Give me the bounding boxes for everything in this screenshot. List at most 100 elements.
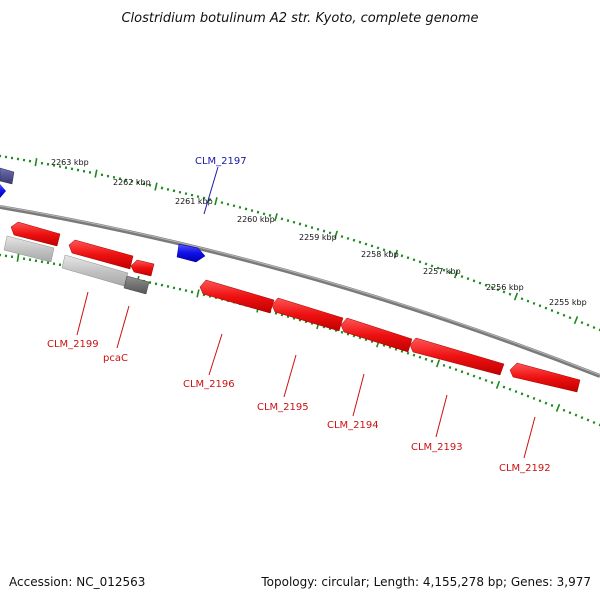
outer-tick-track	[0, 154, 600, 332]
gene-CLM_2192[interactable]	[509, 362, 581, 393]
minor-tick	[520, 392, 524, 396]
gene-red[interactable]	[10, 221, 61, 247]
minor-tick	[310, 226, 314, 229]
map-title: Clostridium botulinum A2 str. Kyoto, com…	[121, 11, 478, 26]
minor-tick	[526, 394, 530, 398]
major-tick	[274, 213, 278, 222]
minor-tick	[574, 413, 578, 417]
gene-grey[interactable]	[3, 235, 55, 263]
minor-tick	[406, 351, 410, 355]
minor-tick	[244, 207, 248, 211]
gene-CLM_2196[interactable]	[199, 279, 275, 314]
minor-tick	[430, 359, 434, 363]
minor-tick	[160, 283, 164, 287]
minor-tick	[538, 304, 542, 308]
minor-tick	[358, 240, 362, 244]
minor-tick	[166, 285, 170, 288]
minor-tick	[592, 325, 596, 330]
minor-tick	[208, 198, 212, 202]
minor-tick	[184, 192, 188, 196]
minor-tick	[256, 210, 260, 214]
minor-tick	[292, 220, 296, 224]
minor-tick	[202, 196, 206, 200]
minor-tick	[442, 268, 446, 272]
gene-partial-purple[interactable]	[0, 167, 15, 185]
minor-tick	[322, 229, 326, 233]
minor-tick	[460, 275, 464, 279]
gene-label-CLM_2192[interactable]: CLM_2192	[499, 463, 551, 474]
gene-red[interactable]	[68, 239, 134, 270]
minor-tick	[178, 190, 182, 194]
gene-label-pcaC[interactable]: pcaC	[103, 353, 128, 364]
gene-grey-CLM_2199[interactable]	[61, 254, 129, 287]
minor-tick	[586, 323, 590, 327]
minor-tick	[466, 277, 470, 281]
minor-tick	[502, 385, 506, 389]
minor-tick	[304, 224, 308, 228]
gene-red-small[interactable]	[130, 259, 155, 277]
gene-CLM_2193[interactable]	[409, 337, 505, 376]
genome-backbone	[0, 205, 600, 378]
major-tick	[196, 289, 200, 298]
minor-tick	[448, 366, 452, 369]
gene-label-CLM_2195[interactable]: CLM_2195	[257, 402, 309, 413]
minor-tick	[196, 195, 200, 199]
leader-line	[435, 394, 448, 438]
gene-label-CLM_2196[interactable]: CLM_2196	[183, 379, 235, 390]
minor-tick	[268, 214, 272, 217]
minor-tick	[406, 256, 410, 260]
minor-tick	[562, 408, 566, 412]
gene-label-CLM_2197[interactable]: CLM_2197	[195, 156, 247, 167]
minor-tick	[472, 279, 476, 283]
minor-tick	[148, 183, 152, 187]
minor-tick	[556, 311, 560, 315]
minor-tick	[226, 202, 230, 206]
minor-tick	[352, 238, 356, 242]
kbp-label: 2261 kbp	[175, 197, 213, 206]
minor-tick	[316, 227, 320, 231]
minor-tick	[514, 390, 518, 394]
minor-tick	[262, 212, 266, 216]
kbp-label: 2256 kbp	[486, 283, 524, 292]
gene-CLM_2197[interactable]	[176, 243, 206, 263]
minor-tick	[412, 258, 416, 262]
gene-label-CLM_2199[interactable]: CLM_2199	[47, 339, 99, 350]
major-tick	[94, 169, 98, 178]
major-tick	[214, 197, 218, 206]
major-tick	[453, 270, 459, 279]
leader-line	[523, 416, 536, 459]
minor-tick	[142, 182, 146, 186]
gene-pcaC[interactable]	[123, 275, 150, 295]
major-tick	[154, 182, 158, 191]
minor-tick	[490, 285, 494, 289]
minor-tick	[124, 178, 128, 182]
minor-tick	[238, 205, 242, 209]
minor-tick	[550, 309, 554, 312]
minor-tick	[160, 186, 164, 190]
gene-partial-blue[interactable]	[0, 184, 6, 198]
minor-tick	[532, 301, 536, 305]
major-tick	[393, 249, 399, 258]
minor-tick	[346, 236, 350, 240]
minor-tick	[148, 281, 152, 284]
gene-CLM_2195[interactable]	[271, 297, 344, 332]
kbp-label: 2262 kbp	[113, 178, 151, 187]
kbp-label: 2263 kbp	[51, 158, 89, 167]
minor-tick	[328, 231, 332, 235]
major-tick	[513, 292, 519, 301]
minor-tick	[562, 313, 566, 317]
leader-line	[352, 373, 365, 417]
gene-label-CLM_2194[interactable]: CLM_2194	[327, 420, 379, 431]
minor-tick	[370, 244, 374, 248]
minor-tick	[544, 401, 548, 405]
kbp-label: 2259 kbp	[299, 233, 337, 242]
minor-tick	[508, 387, 512, 391]
minor-tick	[172, 189, 176, 193]
gene-label-CLM_2193[interactable]: CLM_2193	[411, 442, 463, 453]
minor-tick	[136, 181, 140, 184]
minor-tick	[220, 201, 224, 205]
major-tick	[334, 230, 338, 239]
minor-tick	[472, 374, 476, 378]
minor-tick	[298, 222, 302, 226]
